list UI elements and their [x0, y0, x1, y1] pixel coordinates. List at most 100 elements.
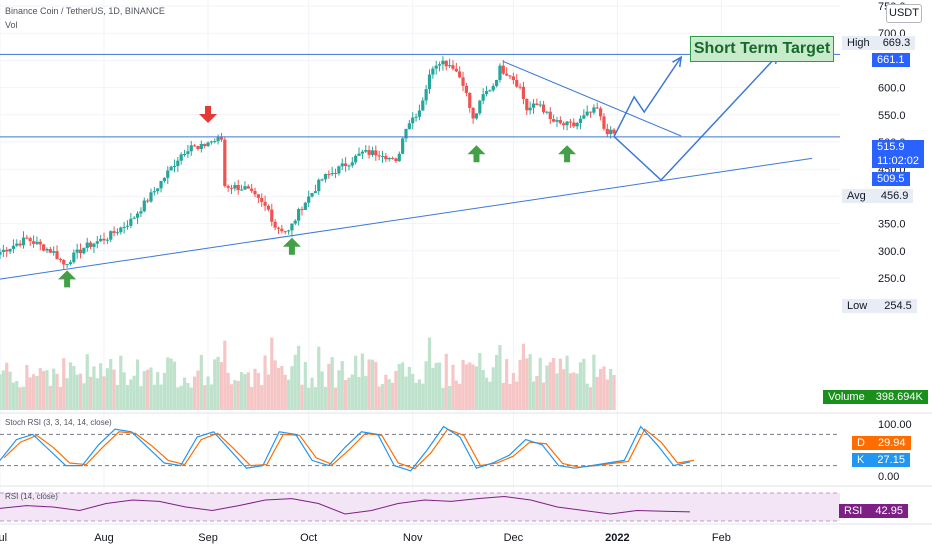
volume-bar — [132, 375, 136, 410]
volume-bar — [602, 366, 606, 410]
candle-body — [310, 193, 314, 197]
volume-bar — [562, 369, 566, 410]
volume-bar — [18, 387, 22, 410]
volume-bar — [216, 356, 220, 410]
volume-indicator-label: Vol — [5, 20, 18, 30]
stoch-k-line — [0, 425, 691, 472]
candle-body — [172, 165, 177, 167]
volume-bar — [333, 387, 338, 410]
volume-bar — [364, 375, 368, 410]
volume-bar — [243, 374, 247, 410]
symbol-header: Binance Coin / TetherUS, 1D, BINANCE — [5, 6, 165, 16]
volume-bar — [226, 372, 230, 410]
volume-bar — [72, 366, 76, 410]
y-tick-label: 300.0 — [878, 246, 906, 258]
volume-bar — [166, 357, 170, 410]
candle-body — [266, 205, 271, 210]
volume-bar — [283, 374, 287, 410]
volume-bar — [209, 384, 213, 410]
candle-body — [95, 241, 99, 244]
volume-bar — [119, 355, 123, 410]
candle-body — [558, 120, 562, 124]
stoch-top-tick: 100.00 — [878, 419, 912, 431]
candle-body — [390, 158, 395, 160]
candle-body — [250, 188, 254, 191]
rsi-value: 42.95 — [875, 505, 903, 517]
projection-path — [613, 53, 779, 182]
candle-body — [340, 163, 344, 167]
volume-bar — [139, 386, 143, 410]
candle-body — [115, 232, 120, 234]
candle-body — [374, 150, 378, 156]
x-tick-label: Aug — [94, 532, 114, 544]
candle-body — [414, 116, 418, 118]
candle-body — [337, 166, 341, 174]
volume-bar — [538, 357, 542, 410]
rsi-badge-label: RSI — [844, 505, 863, 517]
volume-bar — [0, 374, 2, 410]
volume-bar — [461, 359, 465, 410]
candle-body — [290, 223, 294, 231]
volume-bar — [592, 354, 596, 410]
candle-body — [330, 172, 334, 175]
candle-body — [31, 241, 36, 244]
volume-bar — [102, 376, 106, 410]
volume-bar — [280, 365, 284, 410]
candle-body — [464, 85, 468, 93]
candle-body — [350, 162, 354, 166]
volume-bar — [92, 366, 96, 410]
volume-bar — [122, 372, 126, 410]
volume-bar — [286, 379, 291, 410]
x-tick-label: Dec — [504, 532, 524, 544]
volume-bar — [377, 386, 381, 410]
candle-body — [45, 249, 49, 251]
candle-body — [35, 241, 39, 244]
candle-body — [481, 94, 485, 101]
candle-body — [380, 156, 385, 158]
low-label: Low — [847, 300, 868, 312]
candle-body — [1, 249, 5, 252]
candle-body — [347, 165, 351, 167]
candle-body — [112, 231, 116, 233]
currency-button[interactable]: USDT — [886, 4, 922, 23]
volume-bar — [448, 385, 452, 410]
stoch-d-line — [3, 428, 695, 470]
candle-body — [508, 75, 512, 77]
volume-bar — [25, 364, 29, 410]
candle-body — [478, 100, 482, 114]
candle-body — [448, 65, 452, 67]
volume-bar — [135, 359, 140, 410]
volume-bar — [82, 383, 86, 410]
candle-body — [263, 201, 267, 206]
candle-body — [239, 189, 244, 191]
bar-countdown: 11:02:02 — [877, 155, 920, 167]
candle-body — [474, 113, 479, 119]
projection-path — [613, 56, 682, 137]
candle-body — [572, 122, 576, 127]
volume-bar — [344, 379, 348, 410]
candle-body — [521, 86, 526, 99]
volume-bar — [203, 385, 207, 410]
candle-body — [518, 86, 522, 88]
volume-bar — [169, 358, 173, 410]
volume-bar — [58, 386, 62, 410]
candle-body — [72, 252, 76, 263]
d-label: D — [857, 437, 865, 449]
candle-body — [511, 76, 515, 81]
candle-body — [471, 107, 475, 119]
k-value: 27.15 — [877, 454, 905, 466]
volume-bar — [179, 385, 183, 410]
rsi-line — [0, 495, 691, 515]
volume-bar — [189, 387, 193, 410]
volume-bar — [176, 387, 180, 410]
volume-bar — [112, 369, 116, 410]
candle-body — [280, 228, 284, 232]
candle-body — [209, 141, 213, 143]
volume-bar — [521, 343, 526, 410]
volume-bar — [313, 387, 318, 410]
volume-bar — [229, 384, 234, 410]
volume-bar — [354, 355, 358, 410]
volume-bar — [572, 372, 576, 410]
volume-bar — [320, 371, 324, 410]
volume-bar — [555, 373, 559, 410]
